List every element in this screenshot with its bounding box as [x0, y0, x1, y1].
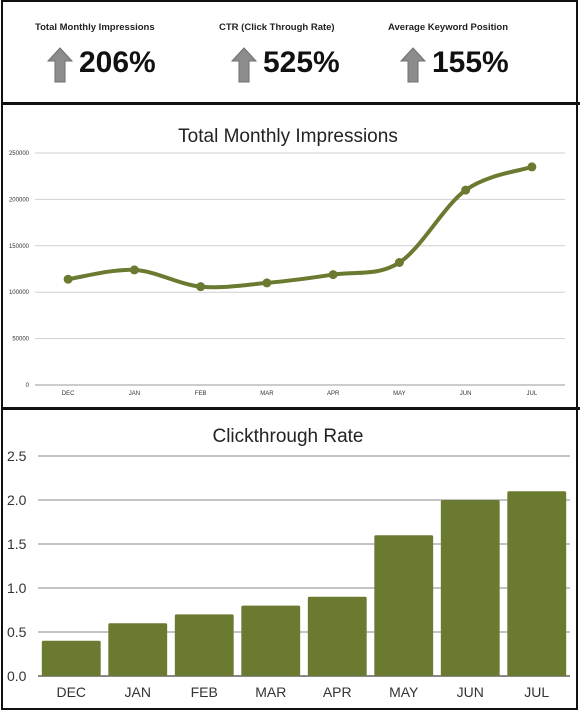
- kpi-label: Total Monthly Impressions: [35, 22, 155, 33]
- data-point: [262, 278, 272, 288]
- x-tick-label: DEC: [62, 391, 75, 397]
- kpi-value: 206%: [79, 46, 156, 79]
- ctr-bar-chart: Clickthrough Rate 0.0 0.5 1.0 1.5 2.0 2.5 DEC…: [7, 426, 570, 700]
- bar: [307, 596, 367, 676]
- arrow-up-icon: [47, 47, 73, 83]
- kpi-panel: Total Monthly Impressions 206% CTR (Clic…: [3, 2, 578, 102]
- kpi-label: Average Keyword Position: [388, 22, 509, 33]
- data-point: [461, 185, 471, 195]
- x-tick-label: JUL: [527, 391, 538, 397]
- bar: [108, 623, 168, 676]
- data-point: [328, 270, 338, 280]
- kpi-label: CTR (Click Through Rate): [219, 22, 335, 33]
- kpi-ctr: CTR (Click Through Rate) 525%: [219, 22, 340, 83]
- x-tick-label: APR: [323, 684, 352, 700]
- impressions-series-line: [66, 164, 534, 290]
- y-tick-label: 2.0: [7, 492, 27, 508]
- impressions-line-chart: Total Monthly Impressions 0 50000 100000 15…: [9, 126, 565, 397]
- y-tick-label: 100000: [9, 290, 30, 296]
- y-tick-label: 2.5: [7, 448, 27, 464]
- data-point: [129, 265, 139, 275]
- x-tick-label: JUN: [460, 391, 472, 397]
- bar: [241, 605, 301, 676]
- bar: [174, 614, 234, 676]
- y-tick-label: 1.5: [7, 536, 27, 552]
- divider: [1, 407, 580, 410]
- kpi-total-impressions: Total Monthly Impressions 206%: [35, 22, 156, 83]
- bar: [440, 500, 500, 676]
- data-point: [196, 282, 206, 292]
- divider: [1, 102, 580, 105]
- x-tick-label: MAR: [260, 391, 274, 397]
- bar: [507, 491, 567, 676]
- kpi-value: 155%: [432, 46, 509, 79]
- data-point: [527, 162, 537, 172]
- y-tick-label: 0.0: [7, 668, 27, 684]
- kpi-keyword-position: Average Keyword Position 155%: [388, 22, 509, 83]
- x-tick-label: DEC: [56, 684, 86, 700]
- chart-title: Total Monthly Impressions: [178, 126, 398, 147]
- x-tick-label: MAY: [393, 391, 406, 397]
- kpi-value: 525%: [263, 46, 340, 79]
- bar: [374, 535, 434, 676]
- x-tick-label: APR: [327, 391, 340, 397]
- x-tick-label: JUL: [524, 684, 549, 700]
- y-tick-label: 0: [26, 383, 30, 389]
- y-tick-label: 200000: [9, 197, 30, 203]
- arrow-up-icon: [400, 47, 426, 83]
- y-tick-label: 1.0: [7, 580, 27, 596]
- x-tick-label: FEB: [191, 684, 218, 700]
- bar: [41, 640, 101, 676]
- y-tick-label: 150000: [9, 244, 30, 250]
- x-tick-label: FEB: [195, 391, 207, 397]
- x-tick-label: JAN: [129, 391, 140, 397]
- x-tick-label: JUN: [457, 684, 484, 700]
- y-tick-label: 0.5: [7, 624, 27, 640]
- y-tick-label: 50000: [12, 337, 29, 343]
- x-tick-label: MAR: [255, 684, 286, 700]
- x-tick-label: JAN: [125, 684, 151, 700]
- x-tick-label: MAY: [389, 684, 419, 700]
- chart-title: Clickthrough Rate: [212, 426, 363, 447]
- data-point: [394, 258, 404, 268]
- y-tick-label: 250000: [9, 151, 30, 157]
- arrow-up-icon: [231, 47, 257, 83]
- data-point: [63, 274, 73, 284]
